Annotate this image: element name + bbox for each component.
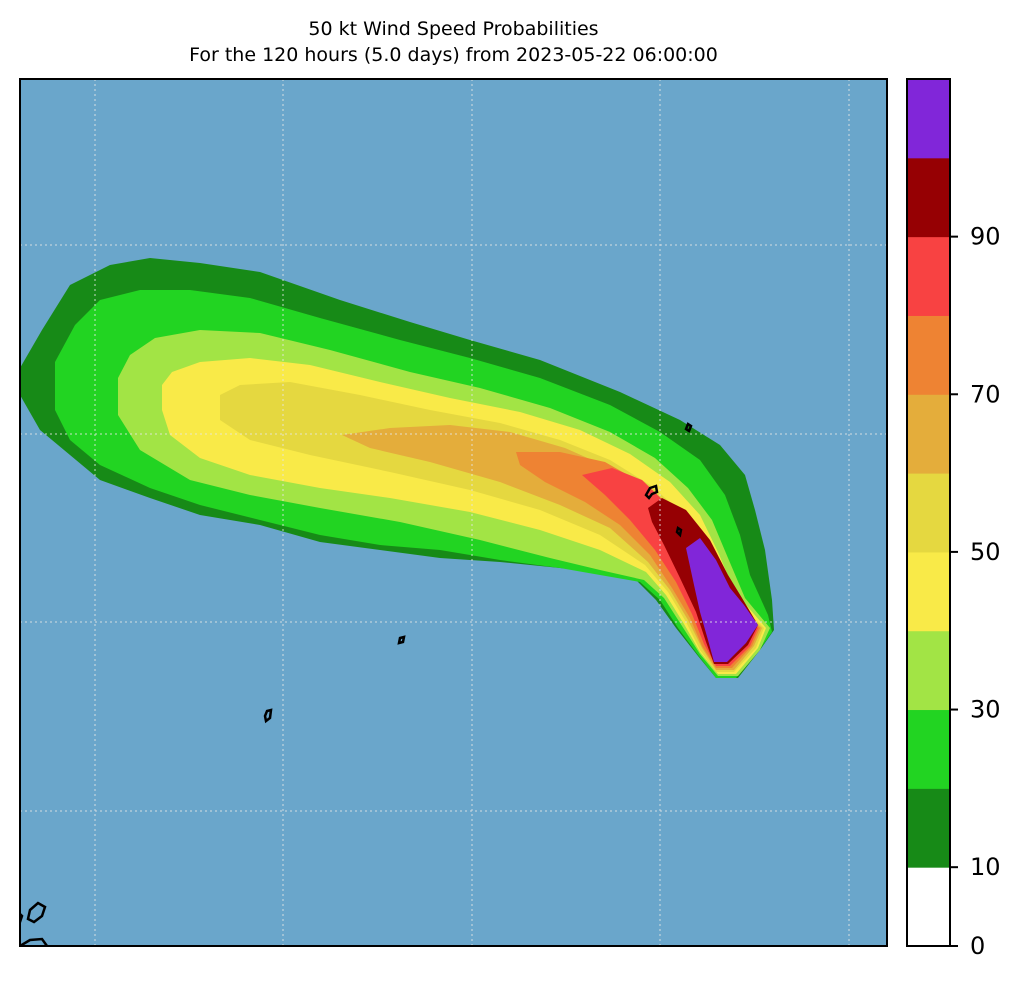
colorbar-ticks: 0 10 30 50 70 90 <box>950 223 1001 960</box>
colorbar-frame <box>906 78 951 947</box>
colorbar-segment <box>907 709 950 789</box>
colorbar-segment <box>907 630 950 711</box>
probability-contours <box>20 258 774 678</box>
map-frame <box>19 78 888 947</box>
colorbar-tick-label: 30 <box>970 696 1001 724</box>
island-outline <box>675 525 683 538</box>
chart-subtitle: For the 120 hours (5.0 days) from 2023-0… <box>189 44 718 66</box>
island-outline <box>20 937 49 946</box>
colorbar-segments <box>907 79 950 947</box>
colorbar-segment <box>907 394 950 474</box>
colorbar-tick-label: 50 <box>970 538 1001 566</box>
colorbar-segment <box>907 315 950 395</box>
colorbar-segment <box>907 551 950 632</box>
chart-title-block: 50 kt Wind Speed Probabilities For the 1… <box>20 16 887 68</box>
colorbar-segment <box>907 157 950 238</box>
map-area <box>20 79 887 946</box>
island-outline <box>397 635 406 645</box>
colorbar-segment <box>907 867 950 947</box>
colorbar: 0 10 30 50 70 90 <box>906 78 1001 960</box>
chart-title: 50 kt Wind Speed Probabilities <box>308 18 599 40</box>
contour-50-60 <box>220 382 764 672</box>
island-outline <box>644 484 659 500</box>
colorbar-tick-label: 90 <box>970 223 1001 251</box>
colorbar-segment <box>907 79 950 159</box>
colorbar-tick-label: 10 <box>970 853 1001 881</box>
colorbar-segment <box>907 473 950 553</box>
island-outline <box>263 708 273 724</box>
contour-95-100 <box>686 538 758 662</box>
island-outline <box>684 422 693 433</box>
island-outline <box>26 901 47 924</box>
colorbar-segment <box>907 788 950 868</box>
colorbar-tick-label: 70 <box>970 380 1001 408</box>
colorbar-segment <box>907 236 950 316</box>
colorbar-tick-label: 0 <box>970 932 985 960</box>
